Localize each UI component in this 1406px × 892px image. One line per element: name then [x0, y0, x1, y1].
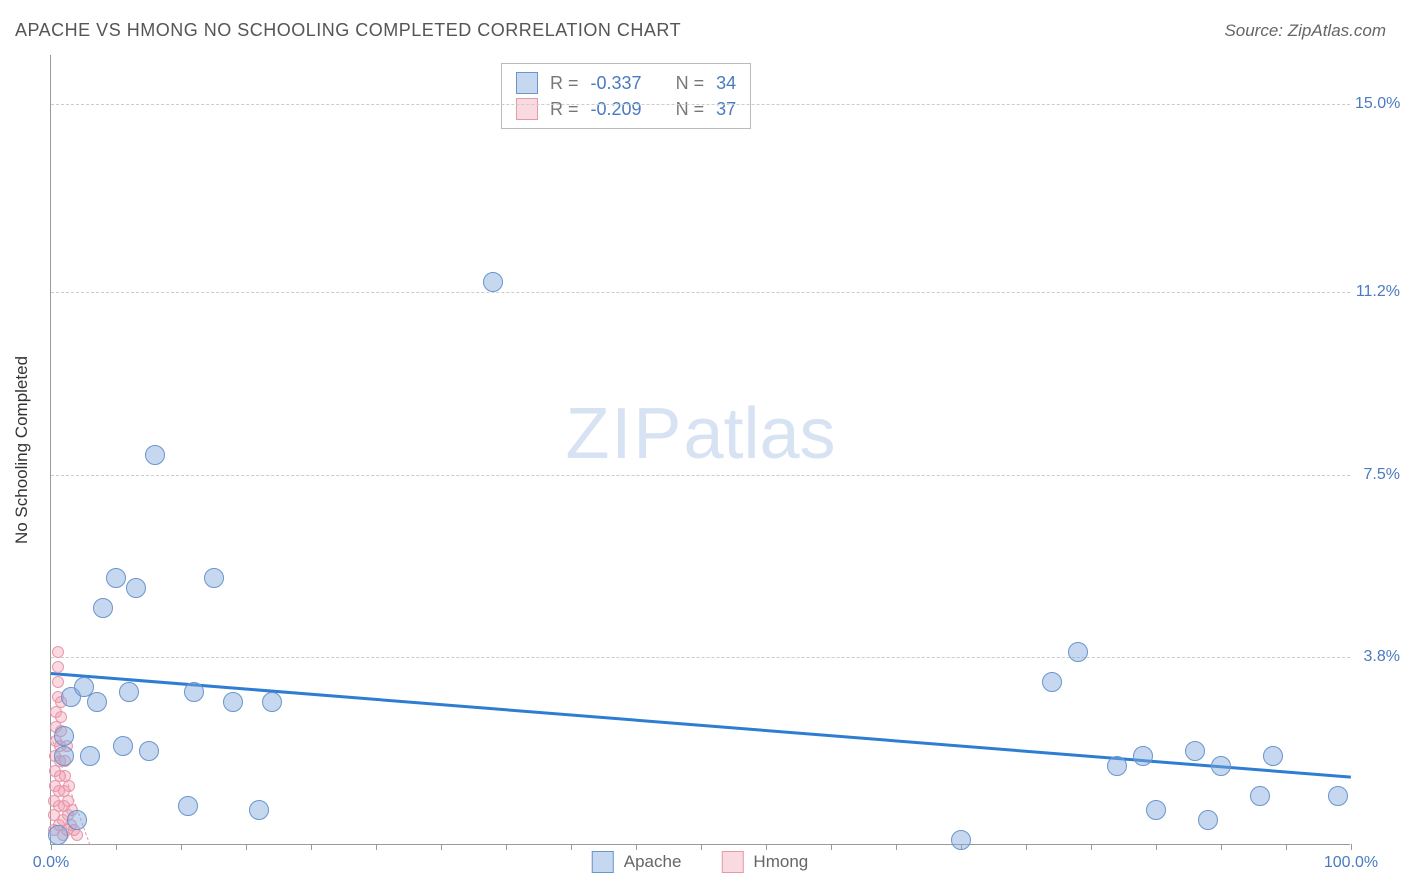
ytick-label: 7.5%	[1355, 466, 1400, 484]
scatter-point-apache	[1263, 746, 1283, 766]
n-value-hmong: 37	[716, 99, 736, 120]
scatter-point-apache	[223, 692, 243, 712]
corr-row-hmong: R = -0.209 N = 37	[516, 96, 736, 122]
scatter-point-apache	[1211, 756, 1231, 776]
r-value-hmong: -0.209	[591, 99, 642, 120]
xtick	[441, 844, 442, 850]
xtick	[701, 844, 702, 850]
scatter-point-apache	[483, 272, 503, 292]
gridline-h	[51, 657, 1350, 658]
xtick	[376, 844, 377, 850]
xtick	[311, 844, 312, 850]
scatter-point-apache	[126, 578, 146, 598]
legend-swatch-hmong	[721, 851, 743, 873]
scatter-point-apache	[204, 568, 224, 588]
xtick	[896, 844, 897, 850]
xtick	[1026, 844, 1027, 850]
scatter-point-hmong	[71, 829, 83, 841]
scatter-point-apache	[48, 825, 68, 845]
xtick	[766, 844, 767, 850]
scatter-point-apache	[951, 830, 971, 850]
xtick	[1091, 844, 1092, 850]
scatter-point-apache	[80, 746, 100, 766]
legend-item-apache: Apache	[592, 851, 682, 873]
scatter-point-apache	[1068, 642, 1088, 662]
swatch-hmong	[516, 98, 538, 120]
scatter-point-apache	[1328, 786, 1348, 806]
legend-label-hmong: Hmong	[753, 852, 808, 872]
plot-region: ZIPatlas R = -0.337 N = 34 R = -0.209 N …	[50, 55, 1350, 845]
corr-row-apache: R = -0.337 N = 34	[516, 70, 736, 96]
scatter-point-apache	[139, 741, 159, 761]
gridline-h	[51, 475, 1350, 476]
scatter-point-apache	[106, 568, 126, 588]
scatter-point-apache	[1250, 786, 1270, 806]
ytick-label: 3.8%	[1355, 648, 1400, 666]
swatch-apache	[516, 72, 538, 94]
scatter-point-apache	[113, 736, 133, 756]
xtick-label: 100.0%	[1324, 854, 1378, 872]
scatter-point-apache	[184, 682, 204, 702]
chart-title: APACHE VS HMONG NO SCHOOLING COMPLETED C…	[15, 20, 681, 41]
ytick-label: 11.2%	[1355, 283, 1400, 301]
scatter-point-apache	[262, 692, 282, 712]
watermark-atlas: atlas	[683, 394, 835, 474]
scatter-point-apache	[119, 682, 139, 702]
scatter-point-apache	[178, 796, 198, 816]
legend-swatch-apache	[592, 851, 614, 873]
xtick	[636, 844, 637, 850]
gridline-h	[51, 292, 1350, 293]
xtick	[1351, 844, 1352, 850]
xtick	[1286, 844, 1287, 850]
legend-label-apache: Apache	[624, 852, 682, 872]
scatter-point-hmong	[63, 780, 75, 792]
chart-area: No Schooling Completed ZIPatlas R = -0.3…	[50, 55, 1350, 845]
xtick	[1156, 844, 1157, 850]
watermark: ZIPatlas	[565, 393, 835, 475]
n-label: N =	[676, 73, 705, 94]
legend-item-hmong: Hmong	[721, 851, 808, 873]
gridline-h	[51, 104, 1350, 105]
r-label: R =	[550, 73, 579, 94]
xtick	[506, 844, 507, 850]
y-axis-label: No Schooling Completed	[12, 356, 32, 544]
xtick	[1221, 844, 1222, 850]
xtick-label: 0.0%	[33, 854, 69, 872]
xtick	[116, 844, 117, 850]
correlation-box: R = -0.337 N = 34 R = -0.209 N = 37	[501, 63, 751, 129]
scatter-point-apache	[54, 726, 74, 746]
scatter-point-apache	[93, 598, 113, 618]
scatter-point-hmong	[52, 646, 64, 658]
scatter-point-apache	[249, 800, 269, 820]
xtick	[181, 844, 182, 850]
scatter-point-apache	[1107, 756, 1127, 776]
scatter-point-hmong	[52, 676, 64, 688]
scatter-point-apache	[1146, 800, 1166, 820]
watermark-zip: ZIP	[565, 394, 683, 474]
scatter-point-apache	[1185, 741, 1205, 761]
r-value-apache: -0.337	[591, 73, 642, 94]
xtick	[571, 844, 572, 850]
trendline-apache	[51, 672, 1351, 778]
n-label: N =	[676, 99, 705, 120]
source-label: Source: ZipAtlas.com	[1224, 21, 1386, 41]
scatter-point-apache	[87, 692, 107, 712]
scatter-point-apache	[1133, 746, 1153, 766]
scatter-point-apache	[54, 746, 74, 766]
xtick	[51, 844, 52, 850]
legend-bottom: Apache Hmong	[592, 851, 808, 873]
xtick	[246, 844, 247, 850]
scatter-point-hmong	[55, 711, 67, 723]
xtick	[831, 844, 832, 850]
n-value-apache: 34	[716, 73, 736, 94]
scatter-point-apache	[67, 810, 87, 830]
scatter-point-hmong	[52, 661, 64, 673]
ytick-label: 15.0%	[1355, 95, 1400, 113]
r-label: R =	[550, 99, 579, 120]
scatter-point-apache	[145, 445, 165, 465]
chart-header: APACHE VS HMONG NO SCHOOLING COMPLETED C…	[15, 20, 1386, 41]
scatter-point-apache	[1042, 672, 1062, 692]
scatter-point-apache	[1198, 810, 1218, 830]
